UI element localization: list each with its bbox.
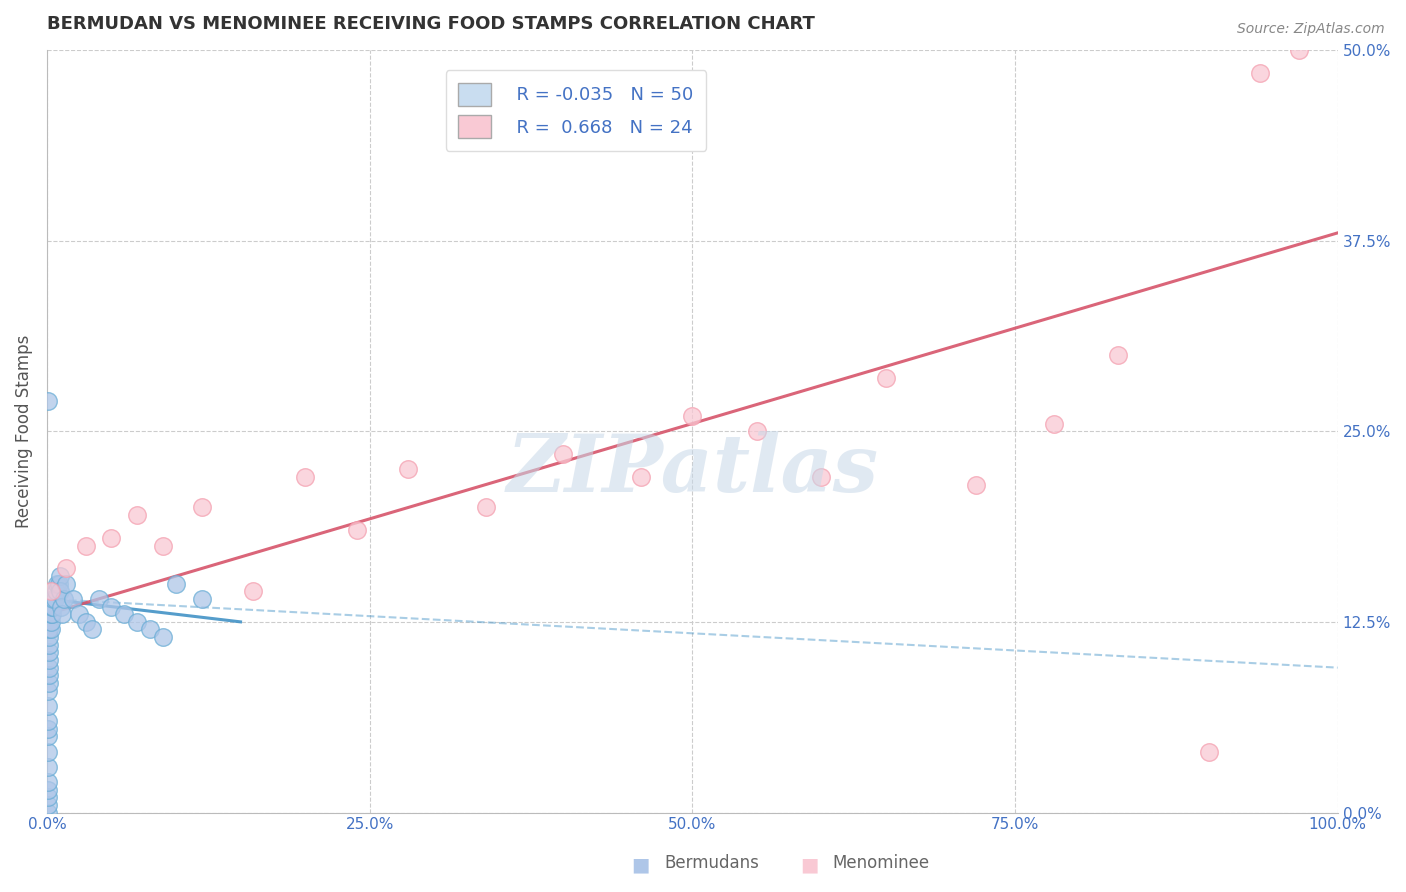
Point <box>38 676 60 690</box>
Point <box>165 576 187 591</box>
Point <box>1198 745 1220 759</box>
Point <box>112 607 135 622</box>
Point <box>37 683 59 698</box>
Point <box>75 539 97 553</box>
Point <box>49 584 72 599</box>
Point <box>44 592 66 607</box>
Point <box>38 638 60 652</box>
Point <box>630 470 652 484</box>
Point <box>37 782 59 797</box>
Y-axis label: Receiving Food Stamps: Receiving Food Stamps <box>15 334 32 528</box>
Point <box>553 447 575 461</box>
Point <box>49 569 72 583</box>
Point <box>1249 66 1271 80</box>
Point <box>55 561 77 575</box>
Point <box>346 524 368 538</box>
Point <box>38 668 60 682</box>
Point <box>127 508 149 522</box>
Point <box>49 599 72 614</box>
Point <box>41 607 63 622</box>
Point <box>45 584 67 599</box>
Point <box>191 500 214 515</box>
Point <box>42 592 65 607</box>
Point <box>37 775 59 789</box>
Point <box>875 371 897 385</box>
Point <box>38 630 60 644</box>
Legend:   R = -0.035   N = 50,   R =  0.668   N = 24: R = -0.035 N = 50, R = 0.668 N = 24 <box>446 70 706 151</box>
Point <box>39 607 62 622</box>
Point <box>681 409 703 423</box>
Point <box>42 599 65 614</box>
Point <box>46 576 69 591</box>
Point <box>396 462 419 476</box>
Point <box>51 607 73 622</box>
Point <box>152 630 174 644</box>
Point <box>100 531 122 545</box>
Point <box>37 760 59 774</box>
Point <box>80 623 103 637</box>
Point <box>37 714 59 728</box>
Text: ZIPatlas: ZIPatlas <box>506 431 879 508</box>
Point <box>37 729 59 743</box>
Point <box>38 645 60 659</box>
Point <box>1107 348 1129 362</box>
Point <box>75 615 97 629</box>
Point <box>87 592 110 607</box>
Point <box>191 592 214 607</box>
Point <box>37 393 59 408</box>
Text: BERMUDAN VS MENOMINEE RECEIVING FOOD STAMPS CORRELATION CHART: BERMUDAN VS MENOMINEE RECEIVING FOOD STA… <box>46 15 814 33</box>
Point <box>100 599 122 614</box>
Point <box>41 599 63 614</box>
Point <box>745 424 768 438</box>
Point <box>39 584 62 599</box>
Point <box>62 592 84 607</box>
Point <box>38 653 60 667</box>
Point <box>52 592 75 607</box>
Point <box>37 797 59 812</box>
Text: Bermudans: Bermudans <box>664 855 759 872</box>
Point <box>55 576 77 591</box>
Point <box>67 607 90 622</box>
Point <box>48 576 70 591</box>
Point <box>810 470 832 484</box>
Text: Menominee: Menominee <box>832 855 929 872</box>
Point <box>1288 43 1310 57</box>
Point <box>474 500 496 515</box>
Point <box>39 623 62 637</box>
Point <box>38 623 60 637</box>
Point <box>139 623 162 637</box>
Point <box>242 584 264 599</box>
Point <box>37 745 59 759</box>
Point <box>127 615 149 629</box>
Point <box>38 660 60 674</box>
Point <box>294 470 316 484</box>
Point <box>1042 417 1064 431</box>
Point <box>152 539 174 553</box>
Text: ■: ■ <box>631 855 650 874</box>
Point <box>37 790 59 805</box>
Point <box>37 722 59 736</box>
Text: Source: ZipAtlas.com: Source: ZipAtlas.com <box>1237 22 1385 37</box>
Point <box>37 805 59 820</box>
Point <box>39 615 62 629</box>
Point <box>965 477 987 491</box>
Text: ■: ■ <box>800 855 818 874</box>
Point <box>37 698 59 713</box>
